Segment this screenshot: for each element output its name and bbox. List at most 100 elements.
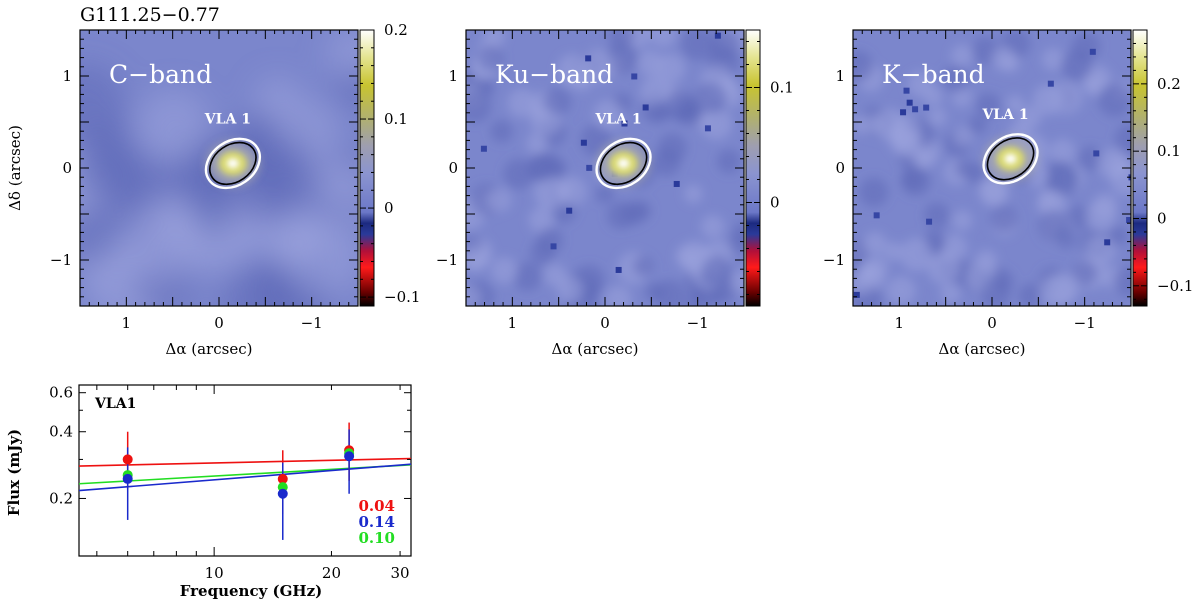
spectral-index-green: 0.10 (358, 529, 395, 547)
noise-blob (941, 65, 970, 93)
noise-blob (483, 30, 506, 47)
noise-blob (595, 185, 614, 204)
spectral-index-blue: 0.14 (358, 513, 395, 531)
spectral-index-red: 0.04 (358, 497, 395, 515)
contour-inner (599, 141, 648, 186)
sed-source-label: VLA1 (94, 396, 136, 412)
colorbar-tick-label: 0.1 (384, 110, 408, 128)
noise-blob (912, 147, 932, 167)
source-label: VLA 1 (981, 107, 1028, 123)
noise-blob (326, 30, 358, 80)
noise-pixel (714, 32, 721, 39)
x-tick-label: −1 (1074, 314, 1096, 332)
noise-blob (604, 285, 632, 306)
contour-outer (204, 137, 261, 190)
map-image (853, 30, 1131, 306)
noise-blob (664, 88, 698, 123)
y-tick-label: 1 (62, 67, 72, 85)
noise-blob (632, 200, 652, 221)
data-point-blue (277, 488, 288, 499)
noise-blob (80, 211, 116, 267)
noise-blob (556, 53, 590, 87)
noise-blob (1043, 160, 1077, 193)
map-noise (80, 30, 358, 306)
colorbar-tick-label: 0 (384, 199, 394, 217)
x-tick-label: 1 (895, 314, 905, 332)
noise-blob (593, 100, 623, 130)
noise-blob (526, 132, 548, 155)
noise-blob (1049, 138, 1076, 165)
x-tick-label: −1 (687, 314, 709, 332)
colorbar-gradient (1132, 29, 1148, 307)
noise-pixel (631, 73, 638, 80)
noise-blob (953, 127, 973, 147)
source-peak (226, 158, 239, 169)
x-tick-label: 1 (508, 314, 518, 332)
noise-pixel (642, 104, 649, 111)
colorbar: 0.2 0.1 0 −0.1 (1132, 29, 1193, 307)
map-panel-3: K−band VLA 1 1 0 −1 1 0 −1 Δα (arcsec) 0.2 0.1 0 −0.… (823, 29, 1193, 358)
noise-blob (883, 241, 903, 261)
noise-pixel (1126, 216, 1131, 223)
x-tick-label: 20 (322, 564, 341, 582)
noise-blob (730, 269, 744, 295)
noise-blob (968, 115, 988, 135)
noise-blob (700, 214, 725, 239)
noise-pixel (853, 291, 860, 298)
noise-blob (1017, 283, 1044, 306)
noise-blob (478, 45, 504, 71)
data-point-red (277, 473, 288, 484)
y-tick-label: 0 (448, 159, 458, 177)
y-tick-label: 0.6 (49, 384, 73, 402)
x-axis-label: Δα (arcsec) (552, 340, 639, 358)
noise-blob (1071, 260, 1097, 286)
noise-blob (466, 90, 492, 123)
map-image (80, 30, 358, 306)
x-tick-label: 30 (391, 564, 410, 582)
noise-blob (1049, 272, 1080, 304)
noise-blob (556, 180, 576, 201)
noise-blob (491, 257, 518, 284)
noise-blob (954, 159, 974, 178)
y-axis-label: Flux (mJy) (5, 429, 23, 516)
noise-blob (1041, 47, 1065, 71)
contour-outer (982, 133, 1039, 185)
noise-pixel (480, 145, 487, 152)
noise-blob (980, 278, 1011, 306)
noise-pixel (566, 207, 573, 214)
figure-title: G111.25−0.77 (80, 4, 220, 26)
colorbar-gradient (745, 29, 761, 307)
noise-pixel (1093, 150, 1100, 157)
x-tick-label: 0 (214, 314, 224, 332)
x-tick-label: 10 (205, 564, 224, 582)
x-axis-label: Δα (arcsec) (166, 340, 253, 358)
noise-blob (701, 255, 732, 287)
noise-blob (503, 158, 534, 190)
noise-blob (633, 255, 654, 277)
noise-blob (254, 76, 302, 124)
noise-blob (1083, 73, 1106, 96)
band-label: K−band (882, 60, 985, 89)
source-vla1 (982, 133, 1039, 185)
noise-blob (990, 205, 1018, 233)
noise-blob (927, 251, 961, 285)
noise-blob (863, 231, 887, 255)
noise-blob (694, 81, 728, 115)
noise-blob (1114, 123, 1131, 156)
colorbar-tick-label: 0.1 (1157, 142, 1181, 160)
noise-pixel (873, 212, 880, 219)
noise-blob (856, 262, 876, 282)
noise-blob (940, 283, 961, 304)
colorbar-tick-label: 0.1 (770, 79, 794, 97)
noise-pixel (615, 266, 622, 273)
map-panel-1: C−band VLA 1 1 0 −1 1 0 −1 Δα (arcsec) Δδ (arcsec… (6, 21, 420, 358)
noise-pixel (926, 218, 933, 225)
y-tick-label: −1 (436, 251, 458, 269)
noise-blob (1001, 53, 1020, 73)
noise-pixel (1089, 48, 1096, 55)
noise-pixel (673, 180, 680, 187)
noise-pixel (903, 87, 910, 94)
noise-blob (683, 184, 703, 204)
noise-blob (1085, 200, 1116, 232)
noise-blob (537, 227, 564, 254)
